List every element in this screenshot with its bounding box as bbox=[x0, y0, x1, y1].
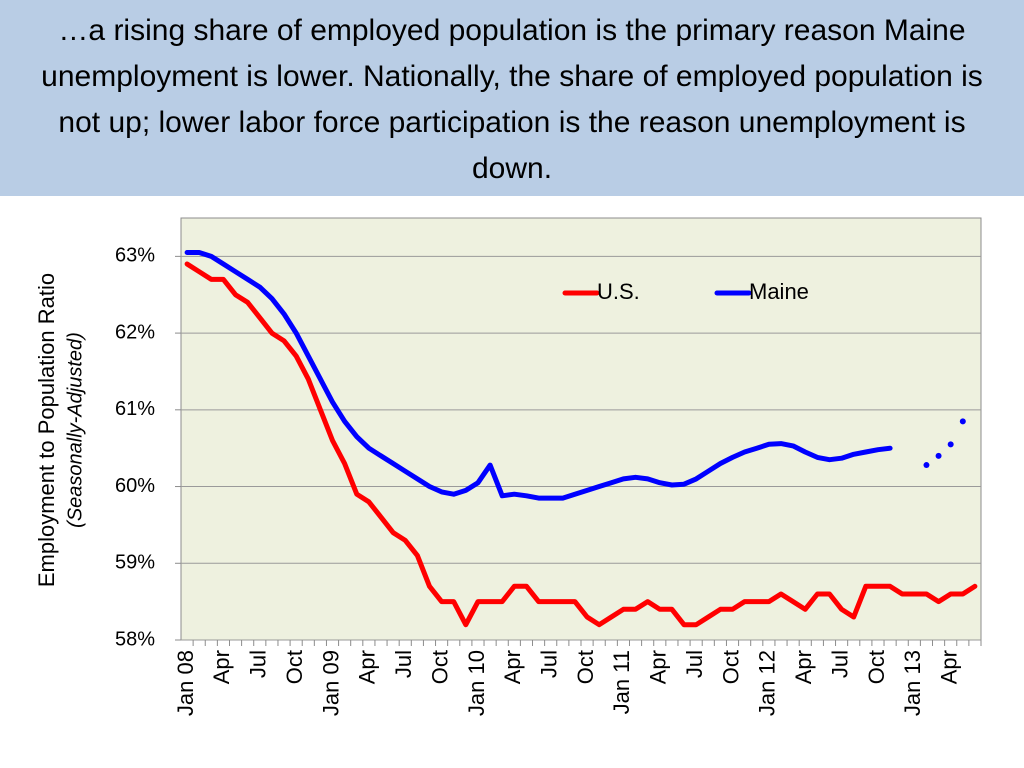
data-point bbox=[923, 462, 930, 469]
plot-area bbox=[180, 217, 982, 641]
data-point bbox=[947, 441, 954, 448]
legend-label: Maine bbox=[749, 279, 809, 304]
x-tick-label: Jan 12 bbox=[755, 650, 780, 716]
x-tick-label: Jan 10 bbox=[464, 650, 489, 716]
x-tick-label: Apr bbox=[646, 650, 671, 684]
y-axis-sublabel: (Seasonally-Adjusted) bbox=[64, 332, 86, 528]
x-tick-label: Oct bbox=[427, 650, 452, 684]
x-tick-label: Jul bbox=[391, 650, 416, 678]
data-line bbox=[184, 261, 978, 628]
x-tick-label: Jan 09 bbox=[318, 650, 343, 716]
x-tick-label: Apr bbox=[355, 650, 380, 684]
y-tick-label: 62% bbox=[115, 321, 155, 343]
legend-label: U.S. bbox=[597, 279, 640, 304]
x-tick-label: Apr bbox=[500, 650, 525, 684]
y-tick-label: 58% bbox=[115, 628, 155, 650]
data-line bbox=[184, 250, 893, 501]
x-tick-label: Oct bbox=[718, 650, 743, 684]
x-tick-label: Jan 11 bbox=[609, 650, 634, 714]
x-tick-label: Jul bbox=[537, 650, 562, 678]
x-tick-label: Jul bbox=[246, 650, 271, 678]
x-tick-label: Oct bbox=[573, 650, 598, 684]
y-tick-label: 63% bbox=[115, 245, 155, 267]
x-tick-label: Oct bbox=[282, 650, 307, 684]
x-tick-label: Jan 13 bbox=[900, 650, 925, 716]
data-point bbox=[959, 418, 966, 425]
x-tick-label: Jul bbox=[827, 650, 852, 678]
x-tick-label: Apr bbox=[209, 650, 234, 684]
x-tick-label: Jan 08 bbox=[173, 650, 198, 716]
data-point bbox=[935, 452, 942, 459]
y-tick-label: 61% bbox=[115, 398, 155, 420]
y-tick-label: 59% bbox=[115, 552, 155, 574]
y-tick-label: 60% bbox=[115, 475, 155, 497]
chart-title: …a rising share of employed population i… bbox=[41, 14, 983, 185]
x-tick-label: Oct bbox=[864, 650, 889, 684]
x-tick-label: Apr bbox=[937, 650, 962, 684]
x-tick-label: Apr bbox=[791, 650, 816, 684]
x-tick-label: Jul bbox=[682, 650, 707, 678]
header: …a rising share of employed population i… bbox=[0, 0, 1024, 196]
y-axis-label: Employment to Population Ratio bbox=[34, 273, 59, 587]
